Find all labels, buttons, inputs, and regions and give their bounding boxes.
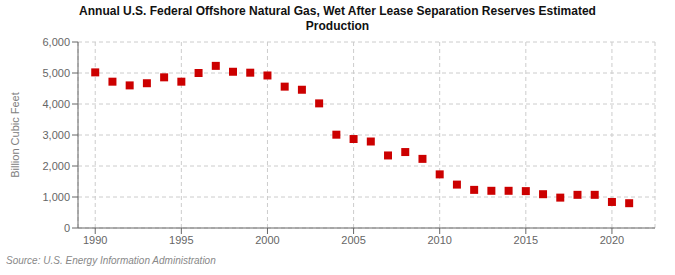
svg-text:2005: 2005	[341, 234, 365, 246]
svg-text:4,000: 4,000	[42, 98, 70, 110]
svg-text:1,000: 1,000	[42, 191, 70, 203]
svg-text:5,000: 5,000	[42, 67, 70, 79]
svg-text:3,000: 3,000	[42, 129, 70, 141]
svg-text:2020: 2020	[600, 234, 624, 246]
html-text:Annual U.S. Federal Offshore N: Annual U.S. Federal Offshore Natural Gas…	[79, 4, 596, 33]
svg-text:0: 0	[64, 222, 70, 234]
svg-text:6,000: 6,000	[42, 36, 70, 48]
html-text:Source: U.S. Energy Informatio: Source: U.S. Energy Information Administ…	[6, 255, 216, 266]
svg-text:1995: 1995	[169, 234, 193, 246]
svg-text:2,000: 2,000	[42, 160, 70, 172]
svg-text:1990: 1990	[83, 234, 107, 246]
svg-text:Billion Cubic Feet: Billion Cubic Feet	[9, 92, 21, 178]
svg-text:2010: 2010	[427, 234, 451, 246]
svg-text:2015: 2015	[514, 234, 538, 246]
svg-text:2000: 2000	[255, 234, 279, 246]
